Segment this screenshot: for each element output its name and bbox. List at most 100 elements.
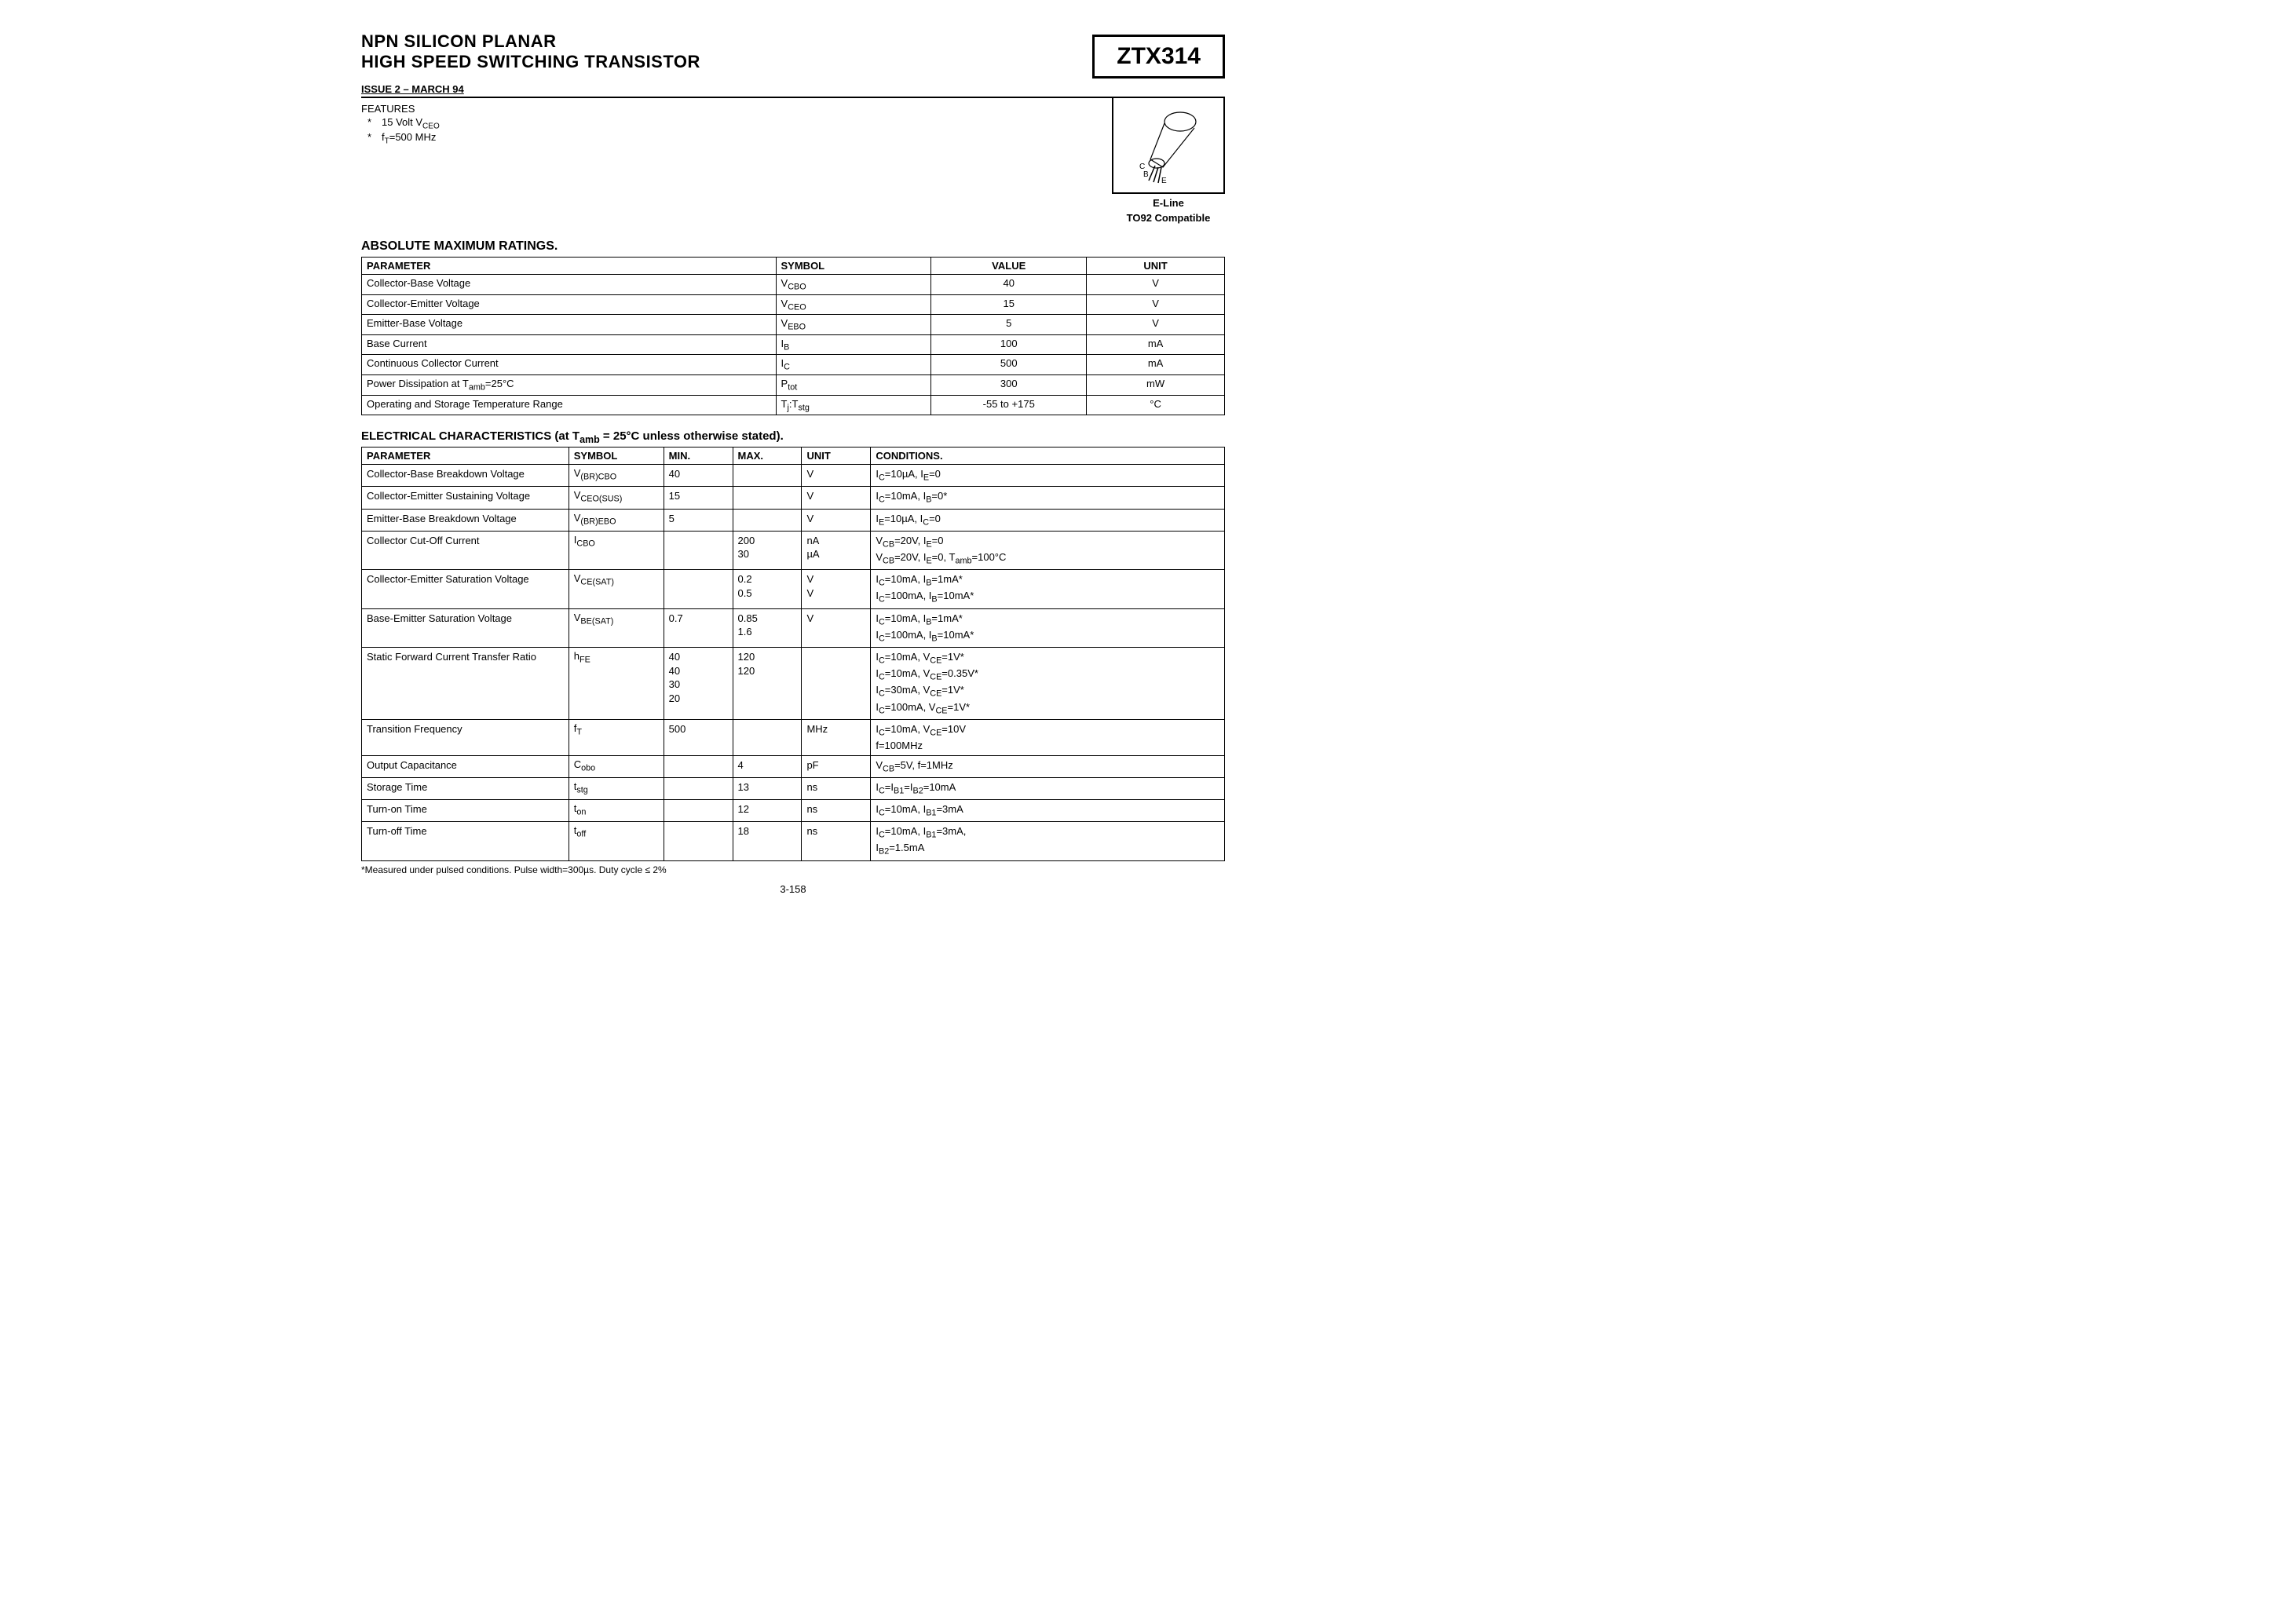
col-unit: UNIT xyxy=(802,448,871,465)
cell-parameter: Collector-Emitter Saturation Voltage xyxy=(362,570,569,608)
cell-unit xyxy=(802,647,871,719)
abs-max-table: PARAMETER SYMBOL VALUE UNIT Collector-Ba… xyxy=(361,257,1225,415)
cell-parameter: Collector-Emitter Voltage xyxy=(362,294,777,315)
cell-value: 500 xyxy=(931,355,1087,375)
features-heading: FEATURES xyxy=(361,103,440,115)
cell-parameter: Collector-Base Breakdown Voltage xyxy=(362,465,569,487)
cell-symbol: toff xyxy=(569,822,664,860)
table-row: Collector-Emitter VoltageVCEO15V xyxy=(362,294,1225,315)
col-min: MIN. xyxy=(664,448,733,465)
footnote: *Measured under pulsed conditions. Pulse… xyxy=(361,864,1225,875)
col-symbol: SYMBOL xyxy=(776,258,931,275)
page-number: 3-158 xyxy=(361,883,1225,895)
table-row: Power Dissipation at Tamb=25°CPtot300mW xyxy=(362,374,1225,395)
cell-symbol: ton xyxy=(569,799,664,821)
cell-symbol: V(BR)CBO xyxy=(569,465,664,487)
table-row: Base-Emitter Saturation VoltageVBE(SAT)0… xyxy=(362,608,1225,647)
cell-conditions: VCB=5V, f=1MHz xyxy=(871,755,1225,777)
cell-symbol: ICBO xyxy=(569,531,664,569)
col-unit: UNIT xyxy=(1087,258,1225,275)
cell-conditions: IC=10mA, IB1=3mA,IB2=1.5mA xyxy=(871,822,1225,860)
cell-symbol: hFE xyxy=(569,647,664,719)
table-row: Base CurrentIB100mA xyxy=(362,334,1225,355)
cell-min xyxy=(664,755,733,777)
cell-symbol: fT xyxy=(569,719,664,755)
table-row: Continuous Collector CurrentIC500mA xyxy=(362,355,1225,375)
cell-symbol: Cobo xyxy=(569,755,664,777)
feature-item: fT=500 MHz xyxy=(367,131,440,146)
cell-unit: pF xyxy=(802,755,871,777)
cell-parameter: Collector-Emitter Sustaining Voltage xyxy=(362,487,569,509)
table-row: Collector-Emitter Sustaining VoltageVCEO… xyxy=(362,487,1225,509)
cell-min: 40403020 xyxy=(664,647,733,719)
package-line1: E-Line xyxy=(1112,197,1225,209)
col-parameter: PARAMETER xyxy=(362,448,569,465)
table-row: Operating and Storage Temperature RangeT… xyxy=(362,395,1225,415)
col-parameter: PARAMETER xyxy=(362,258,777,275)
cell-parameter: Output Capacitance xyxy=(362,755,569,777)
cell-max xyxy=(733,487,802,509)
title-line1: NPN SILICON PLANAR xyxy=(361,31,700,52)
cell-min xyxy=(664,777,733,799)
elec-char-heading: ELECTRICAL CHARACTERISTICS (at Tamb = 25… xyxy=(361,429,1225,445)
cell-max xyxy=(733,509,802,531)
cell-unit: mA xyxy=(1087,334,1225,355)
cell-parameter: Turn-on Time xyxy=(362,799,569,821)
table-row: Emitter-Base Breakdown VoltageV(BR)EBO5V… xyxy=(362,509,1225,531)
cell-min: 15 xyxy=(664,487,733,509)
cell-parameter: Collector-Base Voltage xyxy=(362,275,777,295)
cell-parameter: Static Forward Current Transfer Ratio xyxy=(362,647,569,719)
pin-b-label: B xyxy=(1143,170,1149,179)
table-row: Static Forward Current Transfer RatiohFE… xyxy=(362,647,1225,719)
cell-parameter: Base-Emitter Saturation Voltage xyxy=(362,608,569,647)
cell-parameter: Storage Time xyxy=(362,777,569,799)
table-row: Collector-Emitter Saturation VoltageVCE(… xyxy=(362,570,1225,608)
cell-value: -55 to +175 xyxy=(931,395,1087,415)
cell-conditions: IC=10mA, IB=1mA*IC=100mA, IB=10mA* xyxy=(871,570,1225,608)
features-block: FEATURES 15 Volt VCEO fT=500 MHz xyxy=(361,101,440,147)
elec-char-table: PARAMETER SYMBOL MIN. MAX. UNIT CONDITIO… xyxy=(361,447,1225,860)
cell-unit: ns xyxy=(802,799,871,821)
cell-unit: V xyxy=(1087,275,1225,295)
cell-unit: MHz xyxy=(802,719,871,755)
col-value: VALUE xyxy=(931,258,1087,275)
cell-max: 4 xyxy=(733,755,802,777)
cell-max xyxy=(733,465,802,487)
cell-parameter: Continuous Collector Current xyxy=(362,355,777,375)
cell-symbol: Ptot xyxy=(776,374,931,395)
cell-value: 5 xyxy=(931,315,1087,335)
cell-conditions: IC=10mA, VCE=1V*IC=10mA, VCE=0.35V*IC=30… xyxy=(871,647,1225,719)
cell-symbol: IC xyxy=(776,355,931,375)
table-row: Output CapacitanceCobo 4pFVCB=5V, f=1MHz xyxy=(362,755,1225,777)
cell-unit: V xyxy=(802,487,871,509)
cell-unit: V xyxy=(802,608,871,647)
cell-unit: V xyxy=(1087,294,1225,315)
table-row: Turn-off Timetoff18nsIC=10mA, IB1=3mA,IB… xyxy=(362,822,1225,860)
cell-symbol: IB xyxy=(776,334,931,355)
cell-max: 12 xyxy=(733,799,802,821)
cell-symbol: VCEO(SUS) xyxy=(569,487,664,509)
cell-parameter: Transition Frequency xyxy=(362,719,569,755)
table-header-row: PARAMETER SYMBOL VALUE UNIT xyxy=(362,258,1225,275)
table-row: Collector-Base VoltageVCBO40V xyxy=(362,275,1225,295)
cell-max xyxy=(733,719,802,755)
cell-conditions: IC=10mA, VCE=10Vf=100MHz xyxy=(871,719,1225,755)
cell-conditions: IE=10µA, IC=0 xyxy=(871,509,1225,531)
cell-unit: V xyxy=(802,465,871,487)
cell-unit: nAµA xyxy=(802,531,871,569)
cell-conditions: VCB=20V, IE=0VCB=20V, IE=0, Tamb=100°C xyxy=(871,531,1225,569)
cell-min xyxy=(664,822,733,860)
cell-conditions: IC=10mA, IB=1mA*IC=100mA, IB=10mA* xyxy=(871,608,1225,647)
cell-symbol: VCEO xyxy=(776,294,931,315)
package-line2: TO92 Compatible xyxy=(1112,212,1225,224)
cell-parameter: Turn-off Time xyxy=(362,822,569,860)
cell-symbol: tstg xyxy=(569,777,664,799)
cell-unit: VV xyxy=(802,570,871,608)
abs-max-heading: ABSOLUTE MAXIMUM RATINGS. xyxy=(361,239,1225,254)
table-row: Emitter-Base VoltageVEBO5V xyxy=(362,315,1225,335)
cell-unit: V xyxy=(802,509,871,531)
cell-max: 0.20.5 xyxy=(733,570,802,608)
cell-symbol: VBE(SAT) xyxy=(569,608,664,647)
cell-min: 500 xyxy=(664,719,733,755)
cell-max: 13 xyxy=(733,777,802,799)
